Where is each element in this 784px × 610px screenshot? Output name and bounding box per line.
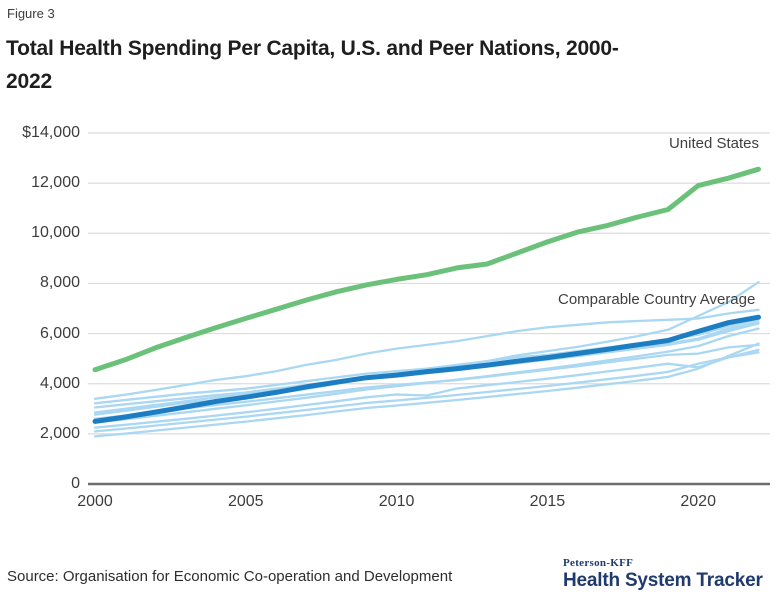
- x-tick-label: 2020: [680, 493, 716, 510]
- comparable-average-line: [92, 314, 761, 424]
- y-tick-label: 2,000: [39, 424, 80, 442]
- y-tick-label: $14,000: [22, 124, 80, 141]
- chart-title: Total Health Spending Per Capita, U.S. a…: [6, 37, 619, 93]
- avg-line-label: Comparable Country Average: [558, 291, 756, 308]
- y-tick-label: 10,000: [31, 224, 80, 242]
- logo-peterson-kff-text: Peterson-KFF: [563, 557, 634, 569]
- us-line-label: United States: [668, 135, 759, 152]
- peer-10-line: [93, 342, 760, 438]
- peer-7-line: [93, 327, 760, 424]
- x-tick-label: 2005: [227, 493, 264, 510]
- peer-9-line: [93, 351, 760, 433]
- source-attribution: Source: Organisation for Economic Co-ope…: [7, 568, 453, 585]
- logo-health-system-tracker-text: Health System Tracker: [563, 570, 763, 591]
- y-tick-label: 12,000: [31, 174, 80, 192]
- x-tick-label: 2015: [529, 493, 566, 510]
- peer-2-line: [93, 308, 760, 400]
- x-tick-label: 2010: [378, 493, 415, 510]
- y-tick-label: 8,000: [39, 274, 80, 292]
- x-tick-label: 2000: [77, 493, 113, 510]
- y-tick-label: 6,000: [39, 324, 80, 342]
- united-states-line: [92, 166, 761, 373]
- y-tick-label: 0: [71, 475, 80, 492]
- health-system-tracker-logo: Peterson-KFF Health System Tracker: [563, 557, 763, 591]
- figure-number-label: Figure 3: [7, 6, 55, 21]
- y-tick-label: 4,000: [39, 374, 80, 392]
- peer-8-line: [93, 348, 760, 429]
